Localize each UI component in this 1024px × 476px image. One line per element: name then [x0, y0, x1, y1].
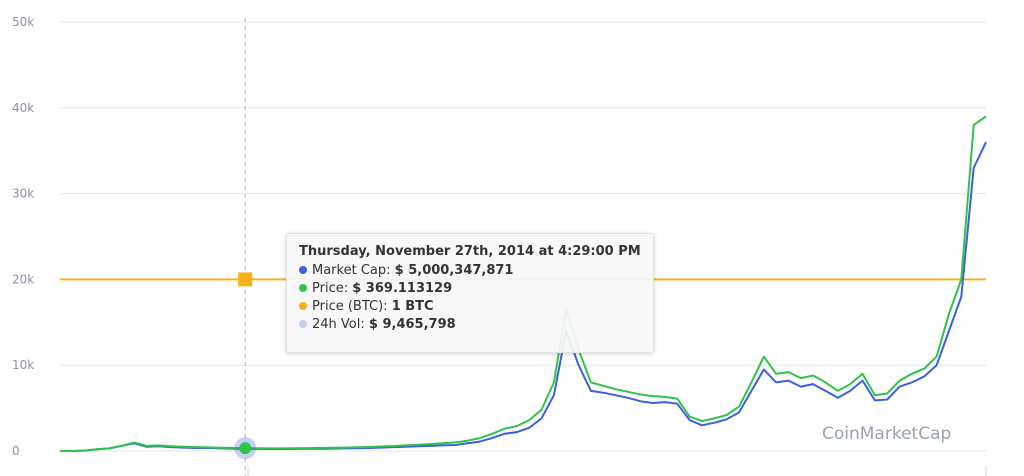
tooltip-row-volume: 24h Vol: $ 9,465,798 — [299, 316, 641, 334]
price-dot-icon — [299, 284, 307, 292]
tooltip-value: $ 5,000,347,871 — [394, 263, 514, 278]
y-tick-label: 40k — [12, 101, 34, 115]
tooltip-label: Price: — [312, 281, 349, 296]
credit-watermark[interactable]: CoinMarketCap — [822, 424, 952, 444]
price-marker — [239, 442, 252, 455]
y-axis-ticks: 0 10k 20k 30k 40k 50k — [12, 15, 34, 458]
volume-dot-icon — [299, 320, 307, 328]
y-tick-label: 20k — [12, 272, 34, 286]
y-tick-label: 50k — [12, 15, 34, 29]
hover-markers — [234, 272, 257, 460]
price-btc-dot-icon — [299, 302, 307, 310]
tooltip-row-price-btc: Price (BTC): 1 BTC — [299, 298, 641, 316]
tooltip-value: $ 9,465,798 — [368, 317, 456, 332]
series-group — [60, 115, 987, 452]
btc-marker — [238, 272, 253, 287]
tooltip-row-price: Price: $ 369.113129 — [299, 280, 641, 298]
series-line-price[interactable] — [60, 115, 987, 452]
y-tick-label: 10k — [12, 358, 34, 372]
tooltip-value: 1 BTC — [391, 299, 434, 314]
tooltip-label: 24h Vol: — [312, 317, 365, 332]
tooltip: Thursday, November 27th, 2014 at 4:29:00… — [286, 233, 654, 353]
tooltip-title: Thursday, November 27th, 2014 at 4:29:00… — [299, 244, 641, 259]
y-tick-label: 30k — [12, 187, 34, 201]
tooltip-label: Price (BTC): — [312, 299, 388, 314]
tooltip-value: $ 369.113129 — [352, 281, 453, 296]
tooltip-row-market-cap: Market Cap: $ 5,000,347,871 — [299, 262, 641, 280]
tooltip-label: Market Cap: — [312, 263, 391, 278]
y-tick-label: 0 — [12, 444, 20, 458]
market-cap-dot-icon — [299, 266, 307, 274]
